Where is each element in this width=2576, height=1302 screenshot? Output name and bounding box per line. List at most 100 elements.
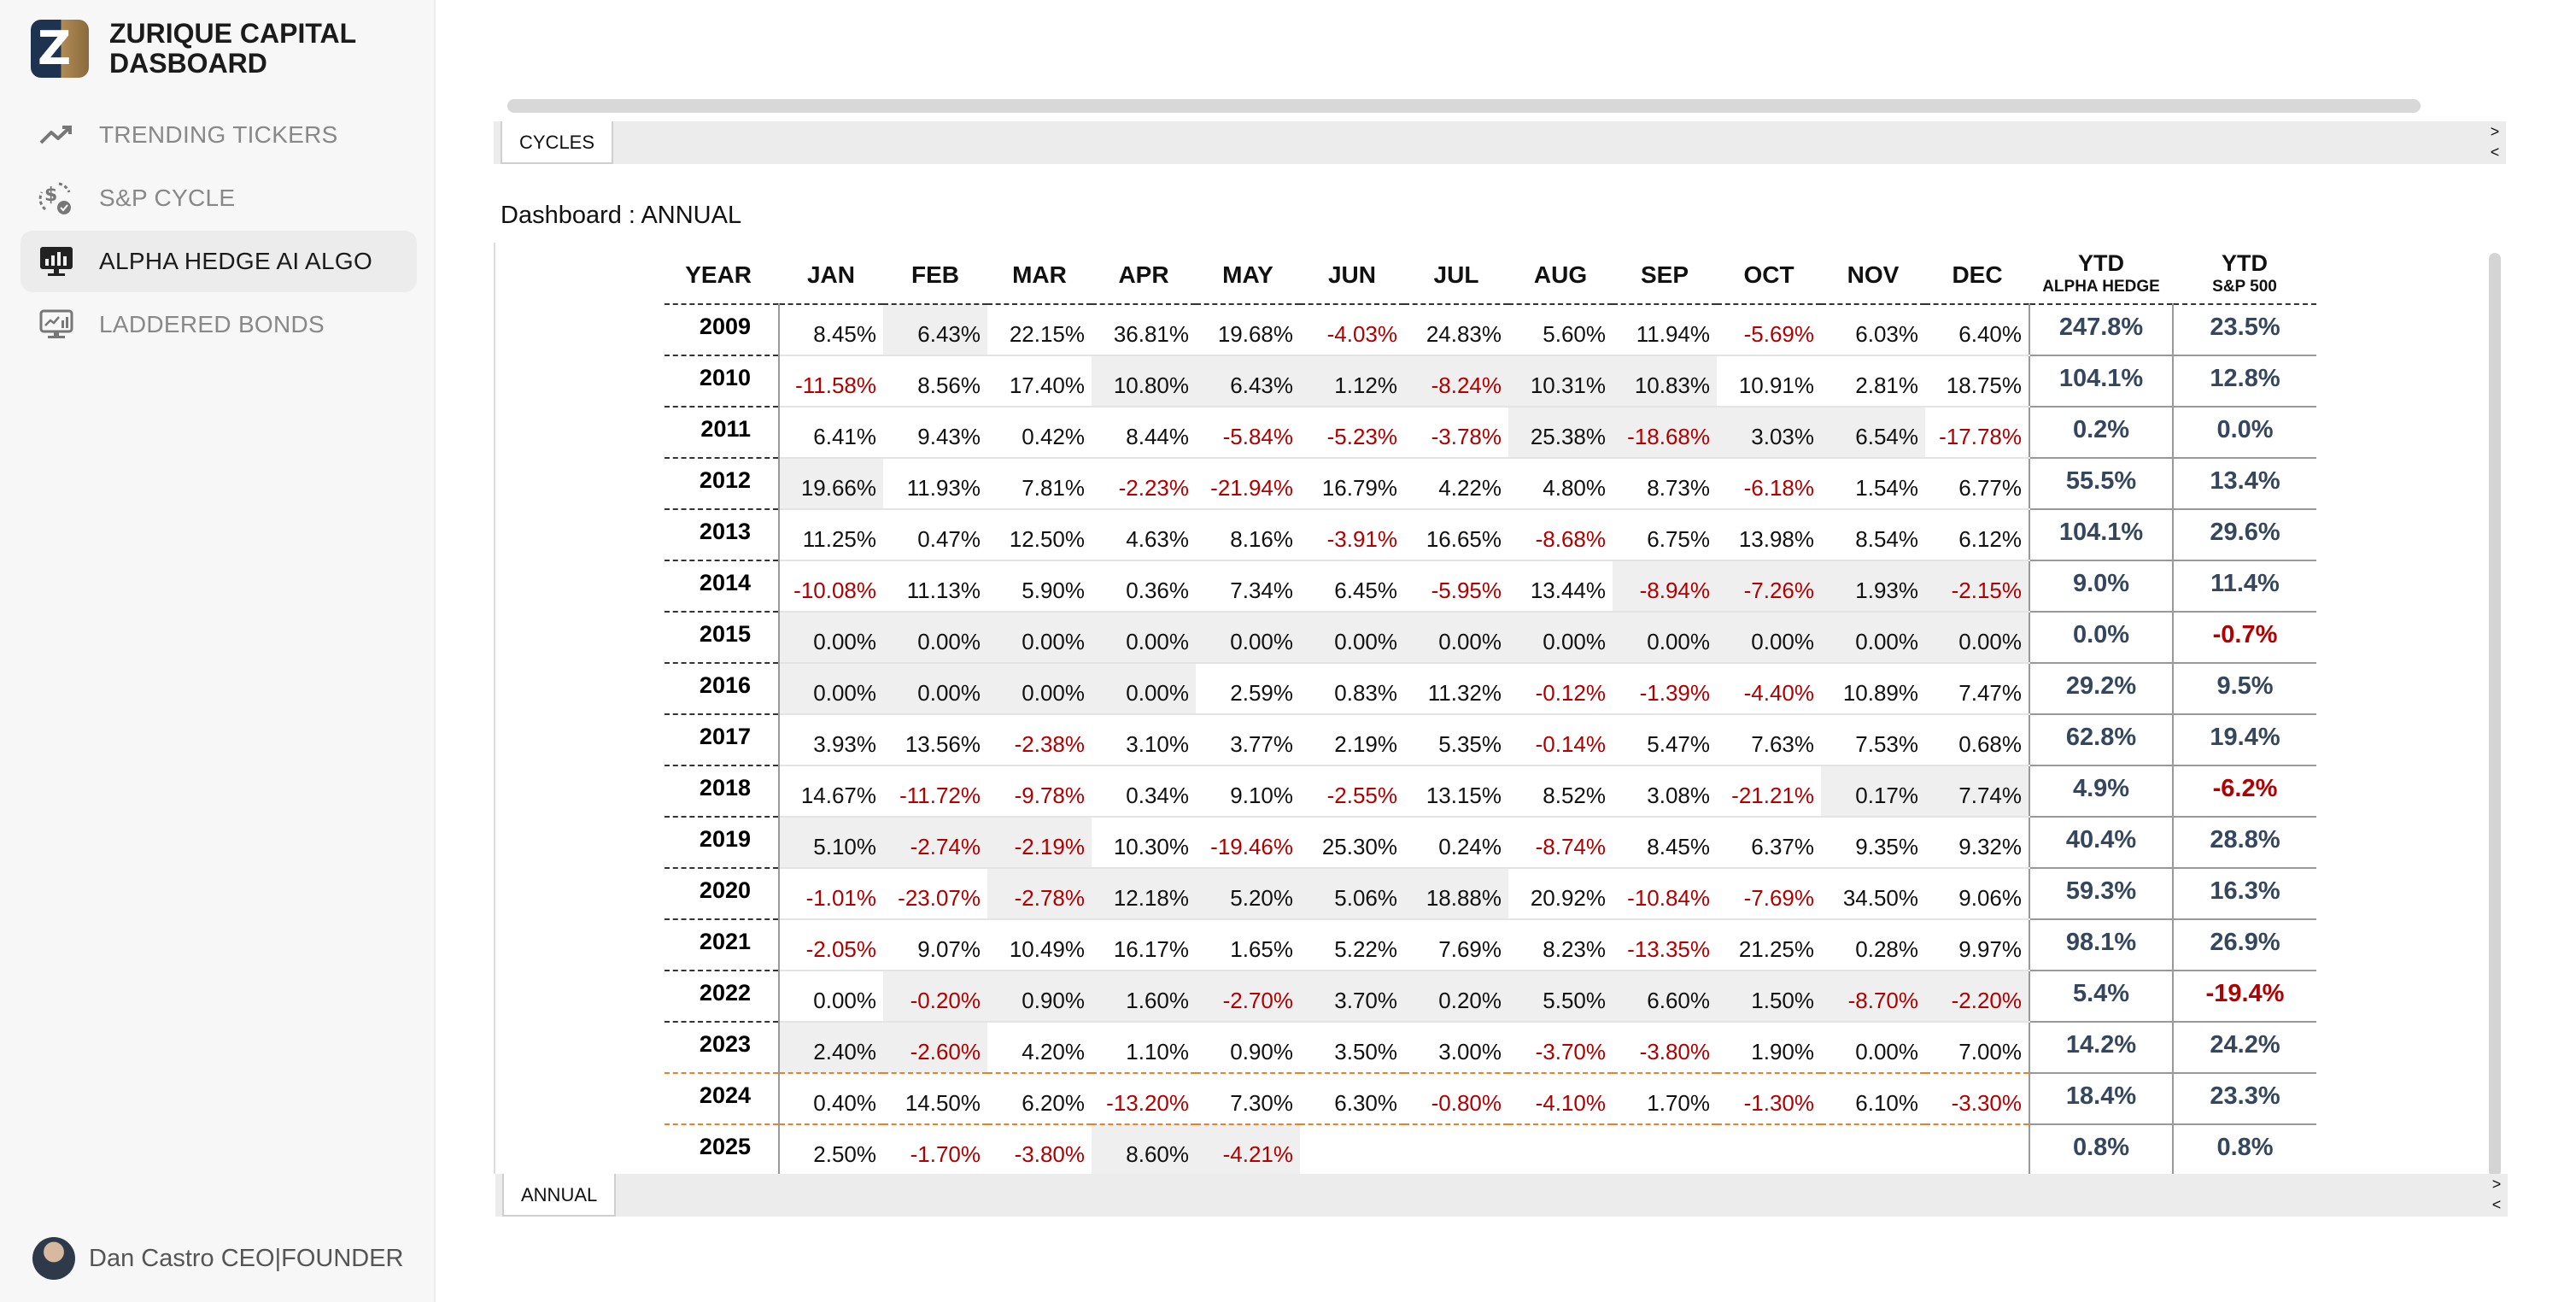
month-return-cell: 11.93% <box>883 458 987 510</box>
month-return-cell: 0.17% <box>1821 765 1925 818</box>
month-return-cell: -1.39% <box>1613 663 1717 715</box>
sidebar-item-trending-tickers[interactable]: TRENDING TICKERS <box>20 104 417 166</box>
ytd-sp500-cell: -0.7% <box>2172 612 2316 664</box>
month-return-cell: 10.49% <box>987 919 1092 971</box>
month-return-cell: -11.72% <box>883 765 987 818</box>
ytd-alpha-hedge-cell: 14.2% <box>2029 1022 2173 1074</box>
month-return-cell: 7.47% <box>1925 663 2029 715</box>
month-return-cell: 11.94% <box>1613 304 1717 356</box>
month-return-cell: 0.42% <box>987 407 1092 459</box>
table-row: 2015 0.00% 0.00% 0.00% 0.00% 0.00% 0.00% 0.00% 0… <box>664 612 2316 664</box>
month-return-cell: 7.63% <box>1717 714 1821 766</box>
month-return-cell: 10.30% <box>1092 817 1196 869</box>
month-return-cell: 0.00% <box>987 663 1092 715</box>
scroll-left-icon[interactable]: < <box>2491 1196 2502 1213</box>
header-ytd-sp500: YTD S&P 500 <box>2173 246 2316 305</box>
table-row: 2018 14.67% -11.72% -9.78% 0.34% 9.10% -2.55% 1… <box>664 765 2316 818</box>
vertical-scrollbar[interactable] <box>2489 253 2501 1177</box>
month-return-cell: 10.91% <box>1717 355 1821 408</box>
month-return-cell: -10.84% <box>1613 868 1717 920</box>
tab-scroll-arrows[interactable]: > < <box>2487 121 2503 162</box>
month-return-cell: -8.94% <box>1613 560 1717 613</box>
scroll-right-icon[interactable]: > <box>2490 123 2500 140</box>
month-return-cell: 1.65% <box>1196 919 1300 971</box>
month-return-cell: 2.40% <box>779 1022 883 1074</box>
tab-scroll-arrows[interactable]: > < <box>2489 1174 2504 1215</box>
month-return-cell: 0.00% <box>1092 612 1196 664</box>
month-return-cell: -2.05% <box>779 919 883 971</box>
ytd-alpha-hedge-cell: 40.4% <box>2029 817 2173 869</box>
month-return-cell: 9.43% <box>883 407 987 459</box>
month-return-cell <box>1925 1124 2029 1176</box>
month-return-cell: 5.22% <box>1300 919 1404 971</box>
month-return-cell: 1.50% <box>1717 971 1821 1023</box>
monitor-bars-icon <box>38 306 75 343</box>
month-return-cell <box>1821 1124 1925 1176</box>
month-return-cell: 11.32% <box>1404 663 1508 715</box>
row-year: 2017 <box>664 714 780 766</box>
month-return-cell: 0.00% <box>779 612 883 664</box>
user-profile[interactable]: Dan Castro CEO|FOUNDER <box>32 1237 404 1280</box>
brand-title: ZURIQUE CAPITAL DASBOARD <box>109 19 356 79</box>
month-return-cell: 0.90% <box>987 971 1092 1023</box>
month-return-cell: 36.81% <box>1092 304 1196 356</box>
month-return-cell: 3.50% <box>1300 1022 1404 1074</box>
sidebar-item-alpha-hedge[interactable]: ALPHA HEDGE AI ALGO <box>20 231 417 292</box>
month-return-cell: -13.35% <box>1613 919 1717 971</box>
annual-performance-table: YEAR JAN FEB MAR APR MAY JUN JUL AUG SEP OCT NOV DE… <box>664 246 2316 1176</box>
month-return-cell: 5.60% <box>1508 304 1613 356</box>
month-return-cell: 6.43% <box>1196 355 1300 408</box>
month-return-cell: -2.55% <box>1300 765 1404 818</box>
month-return-cell: 0.00% <box>1404 612 1508 664</box>
month-return-cell: 6.54% <box>1821 407 1925 459</box>
month-return-cell: 13.44% <box>1508 560 1613 613</box>
scroll-right-icon[interactable]: > <box>2491 1176 2502 1193</box>
ytd-sp500-cell: 28.8% <box>2172 817 2316 869</box>
ytd-sp500-cell: 11.4% <box>2172 560 2316 613</box>
month-return-cell: 1.70% <box>1613 1073 1717 1125</box>
table-row: 2023 2.40% -2.60% 4.20% 1.10% 0.90% 3.50% 3.00%… <box>664 1022 2316 1074</box>
ytd-alpha-hedge-cell: 62.8% <box>2029 714 2173 766</box>
month-return-cell: 12.18% <box>1092 868 1196 920</box>
scroll-left-icon[interactable]: < <box>2490 144 2500 161</box>
month-return-cell: -8.70% <box>1821 971 1925 1023</box>
month-return-cell: 4.80% <box>1508 458 1613 510</box>
sidebar-item-sp-cycle[interactable]: $ S&P CYCLE <box>20 167 417 229</box>
header-ytd-alpha-hedge: YTD ALPHA HEDGE <box>2029 246 2173 305</box>
month-return-cell: 17.40% <box>987 355 1092 408</box>
month-return-cell: 12.50% <box>987 509 1092 561</box>
tab-annual[interactable]: ANNUAL <box>502 1174 617 1217</box>
month-return-cell: -5.95% <box>1404 560 1508 613</box>
month-return-cell: 1.12% <box>1300 355 1404 408</box>
tab-cycles[interactable]: CYCLES <box>501 121 614 164</box>
month-return-cell: 0.24% <box>1404 817 1508 869</box>
month-return-cell: 25.38% <box>1508 407 1613 459</box>
month-return-cell: 5.10% <box>779 817 883 869</box>
ytd-sp500-cell: 9.5% <box>2172 663 2316 715</box>
month-return-cell: 18.75% <box>1925 355 2029 408</box>
header-month: DEC <box>1925 246 2029 305</box>
sidebar-item-laddered-bonds[interactable]: LADDERED BONDS <box>20 294 417 355</box>
month-return-cell: 0.00% <box>883 663 987 715</box>
month-return-cell: 24.83% <box>1404 304 1508 356</box>
row-year: 2012 <box>664 458 780 510</box>
table-row: 2025 2.50% -1.70% -3.80% 8.60% -4.21% 0.8% 0.8% <box>664 1124 2316 1176</box>
header-month: JUN <box>1300 246 1404 305</box>
ytd-alpha-hedge-cell: 98.1% <box>2029 919 2173 971</box>
ytd-alpha-hedge-cell: 55.5% <box>2029 458 2173 510</box>
horizontal-scrollbar[interactable] <box>507 99 2421 113</box>
month-return-cell <box>1508 1124 1613 1176</box>
month-return-cell: 1.93% <box>1821 560 1925 613</box>
month-return-cell: 2.50% <box>779 1124 883 1176</box>
ytd-alpha-hedge-cell: 104.1% <box>2029 355 2173 408</box>
cycles-panel: CYCLES > < <box>494 0 2506 164</box>
month-return-cell: -3.70% <box>1508 1022 1613 1074</box>
month-return-cell: 5.06% <box>1300 868 1404 920</box>
header-ytd-label: YTD <box>2078 249 2124 276</box>
brand[interactable]: Z ZURIQUE CAPITAL DASBOARD <box>31 19 356 79</box>
month-return-cell: 7.69% <box>1404 919 1508 971</box>
month-return-cell: 22.15% <box>987 304 1092 356</box>
table-row: 2021 -2.05% 9.07% 10.49% 16.17% 1.65% 5.22% 7.6… <box>664 919 2316 971</box>
ytd-alpha-hedge-cell: 59.3% <box>2029 868 2173 920</box>
row-year: 2024 <box>664 1073 780 1125</box>
